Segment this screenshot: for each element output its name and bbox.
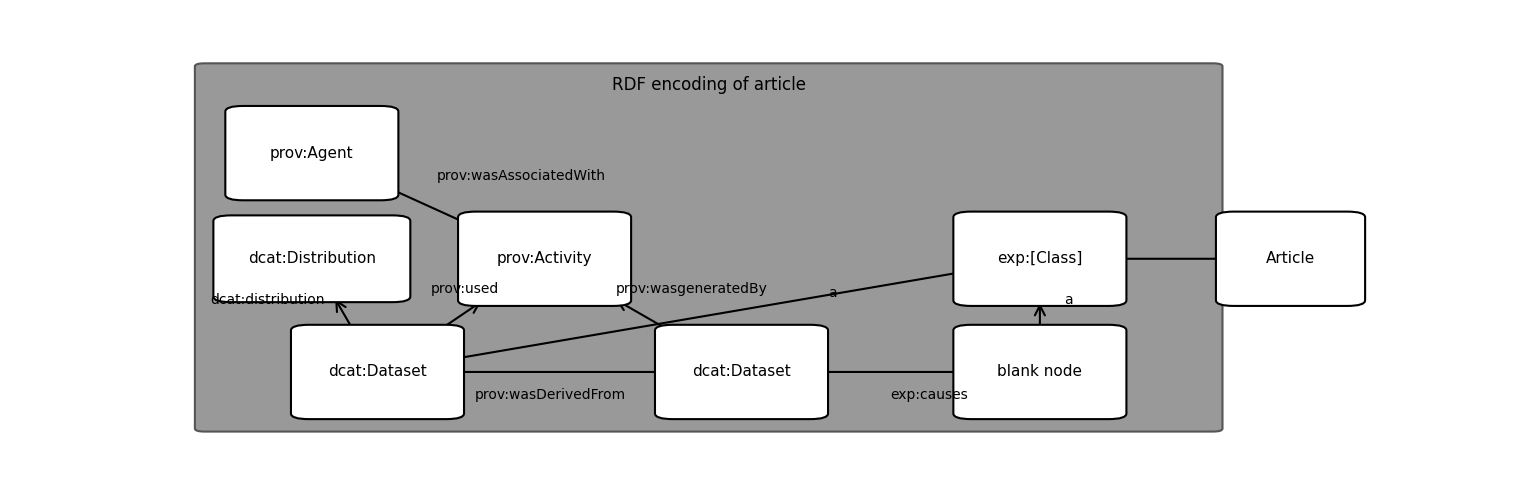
Text: a: a xyxy=(1064,294,1072,307)
Text: prov:wasgeneratedBy: prov:wasgeneratedBy xyxy=(616,283,768,296)
Text: a: a xyxy=(829,286,838,300)
Text: blank node: blank node xyxy=(998,365,1083,379)
Text: Article: Article xyxy=(1266,251,1315,266)
Text: prov:Agent: prov:Agent xyxy=(270,146,354,161)
FancyBboxPatch shape xyxy=(196,63,1223,432)
Text: dcat:Dataset: dcat:Dataset xyxy=(328,365,427,379)
FancyBboxPatch shape xyxy=(953,325,1126,419)
FancyBboxPatch shape xyxy=(1217,212,1364,306)
Text: RDF encoding of article: RDF encoding of article xyxy=(611,76,805,94)
Text: prov:used: prov:used xyxy=(431,283,499,296)
Text: prov:wasAssociatedWith: prov:wasAssociatedWith xyxy=(437,170,607,183)
Text: dcat:distribution: dcat:distribution xyxy=(211,294,325,307)
Text: dcat:Dataset: dcat:Dataset xyxy=(691,365,792,379)
Text: dcat:Distribution: dcat:Distribution xyxy=(248,251,376,266)
FancyBboxPatch shape xyxy=(214,216,410,302)
FancyBboxPatch shape xyxy=(225,106,399,200)
Text: exp:causes: exp:causes xyxy=(890,388,969,402)
Text: prov:wasDerivedFrom: prov:wasDerivedFrom xyxy=(474,388,627,402)
FancyBboxPatch shape xyxy=(953,212,1126,306)
Text: prov:Activity: prov:Activity xyxy=(497,251,593,266)
FancyBboxPatch shape xyxy=(654,325,829,419)
FancyBboxPatch shape xyxy=(291,325,464,419)
Text: exp:[Class]: exp:[Class] xyxy=(998,251,1083,266)
FancyBboxPatch shape xyxy=(457,212,631,306)
